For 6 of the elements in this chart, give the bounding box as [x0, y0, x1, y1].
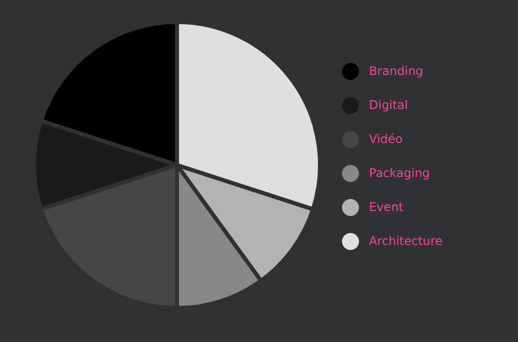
legend-label: Event: [369, 200, 404, 214]
legend-label: Digital: [369, 98, 408, 112]
legend-label: Vidéo: [369, 132, 403, 146]
legend-label: Packaging: [369, 166, 430, 180]
legend-label: Architecture: [369, 234, 442, 248]
legend-label: Branding: [369, 64, 424, 78]
